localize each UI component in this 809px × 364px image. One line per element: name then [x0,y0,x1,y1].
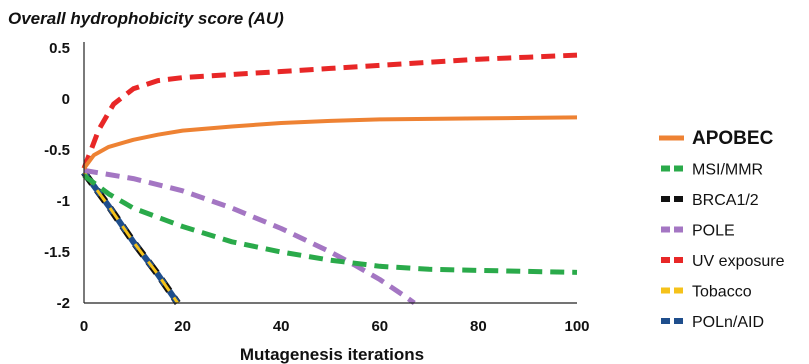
legend-label-6: POLn/AID [692,314,764,331]
y-tick-label-4: -1.5 [44,244,70,261]
x-tick-label-2: 40 [273,318,290,335]
y-tick-label-0: 0.5 [49,40,70,57]
y-tick-label-5: -2 [57,295,70,312]
legend-label-0: APOBEC [692,128,774,149]
x-tick-label-0: 0 [80,318,88,335]
series-line-4 [81,52,578,170]
x-tick-label-5: 100 [564,318,589,335]
series-line-1 [82,173,578,275]
legend: APOBEC MSI/MMR BRCA1/2 POLE UV exposure Tobac… [659,128,785,331]
y-tick-label-2: -0.5 [44,142,70,159]
series-line-0 [82,115,578,170]
legend-label-1: MSI/MMR [692,162,763,179]
chart-title: Overall hydrophobicity score (AU) [8,9,284,28]
series-line-5 [82,171,179,304]
x-tick-label-4: 80 [470,318,487,335]
series-layer [81,52,578,306]
x-tick-label-1: 20 [174,318,191,335]
y-tick-label-3: -1 [57,193,70,210]
legend-label-5: Tobacco [692,284,752,301]
series-line-3 [83,167,416,306]
legend-label-4: UV exposure [692,253,785,270]
x-axis-label: Mutagenesis iterations [240,345,424,364]
x-tick-label-3: 60 [371,318,388,335]
legend-label-2: BRCA1/2 [692,192,759,209]
y-tick-label-1: 0 [62,91,70,108]
axes-layer: 0.5 0 -0.5 -1 -1.5 -2 0 20 40 60 80 100 [44,40,589,335]
legend-label-3: POLE [692,223,735,240]
